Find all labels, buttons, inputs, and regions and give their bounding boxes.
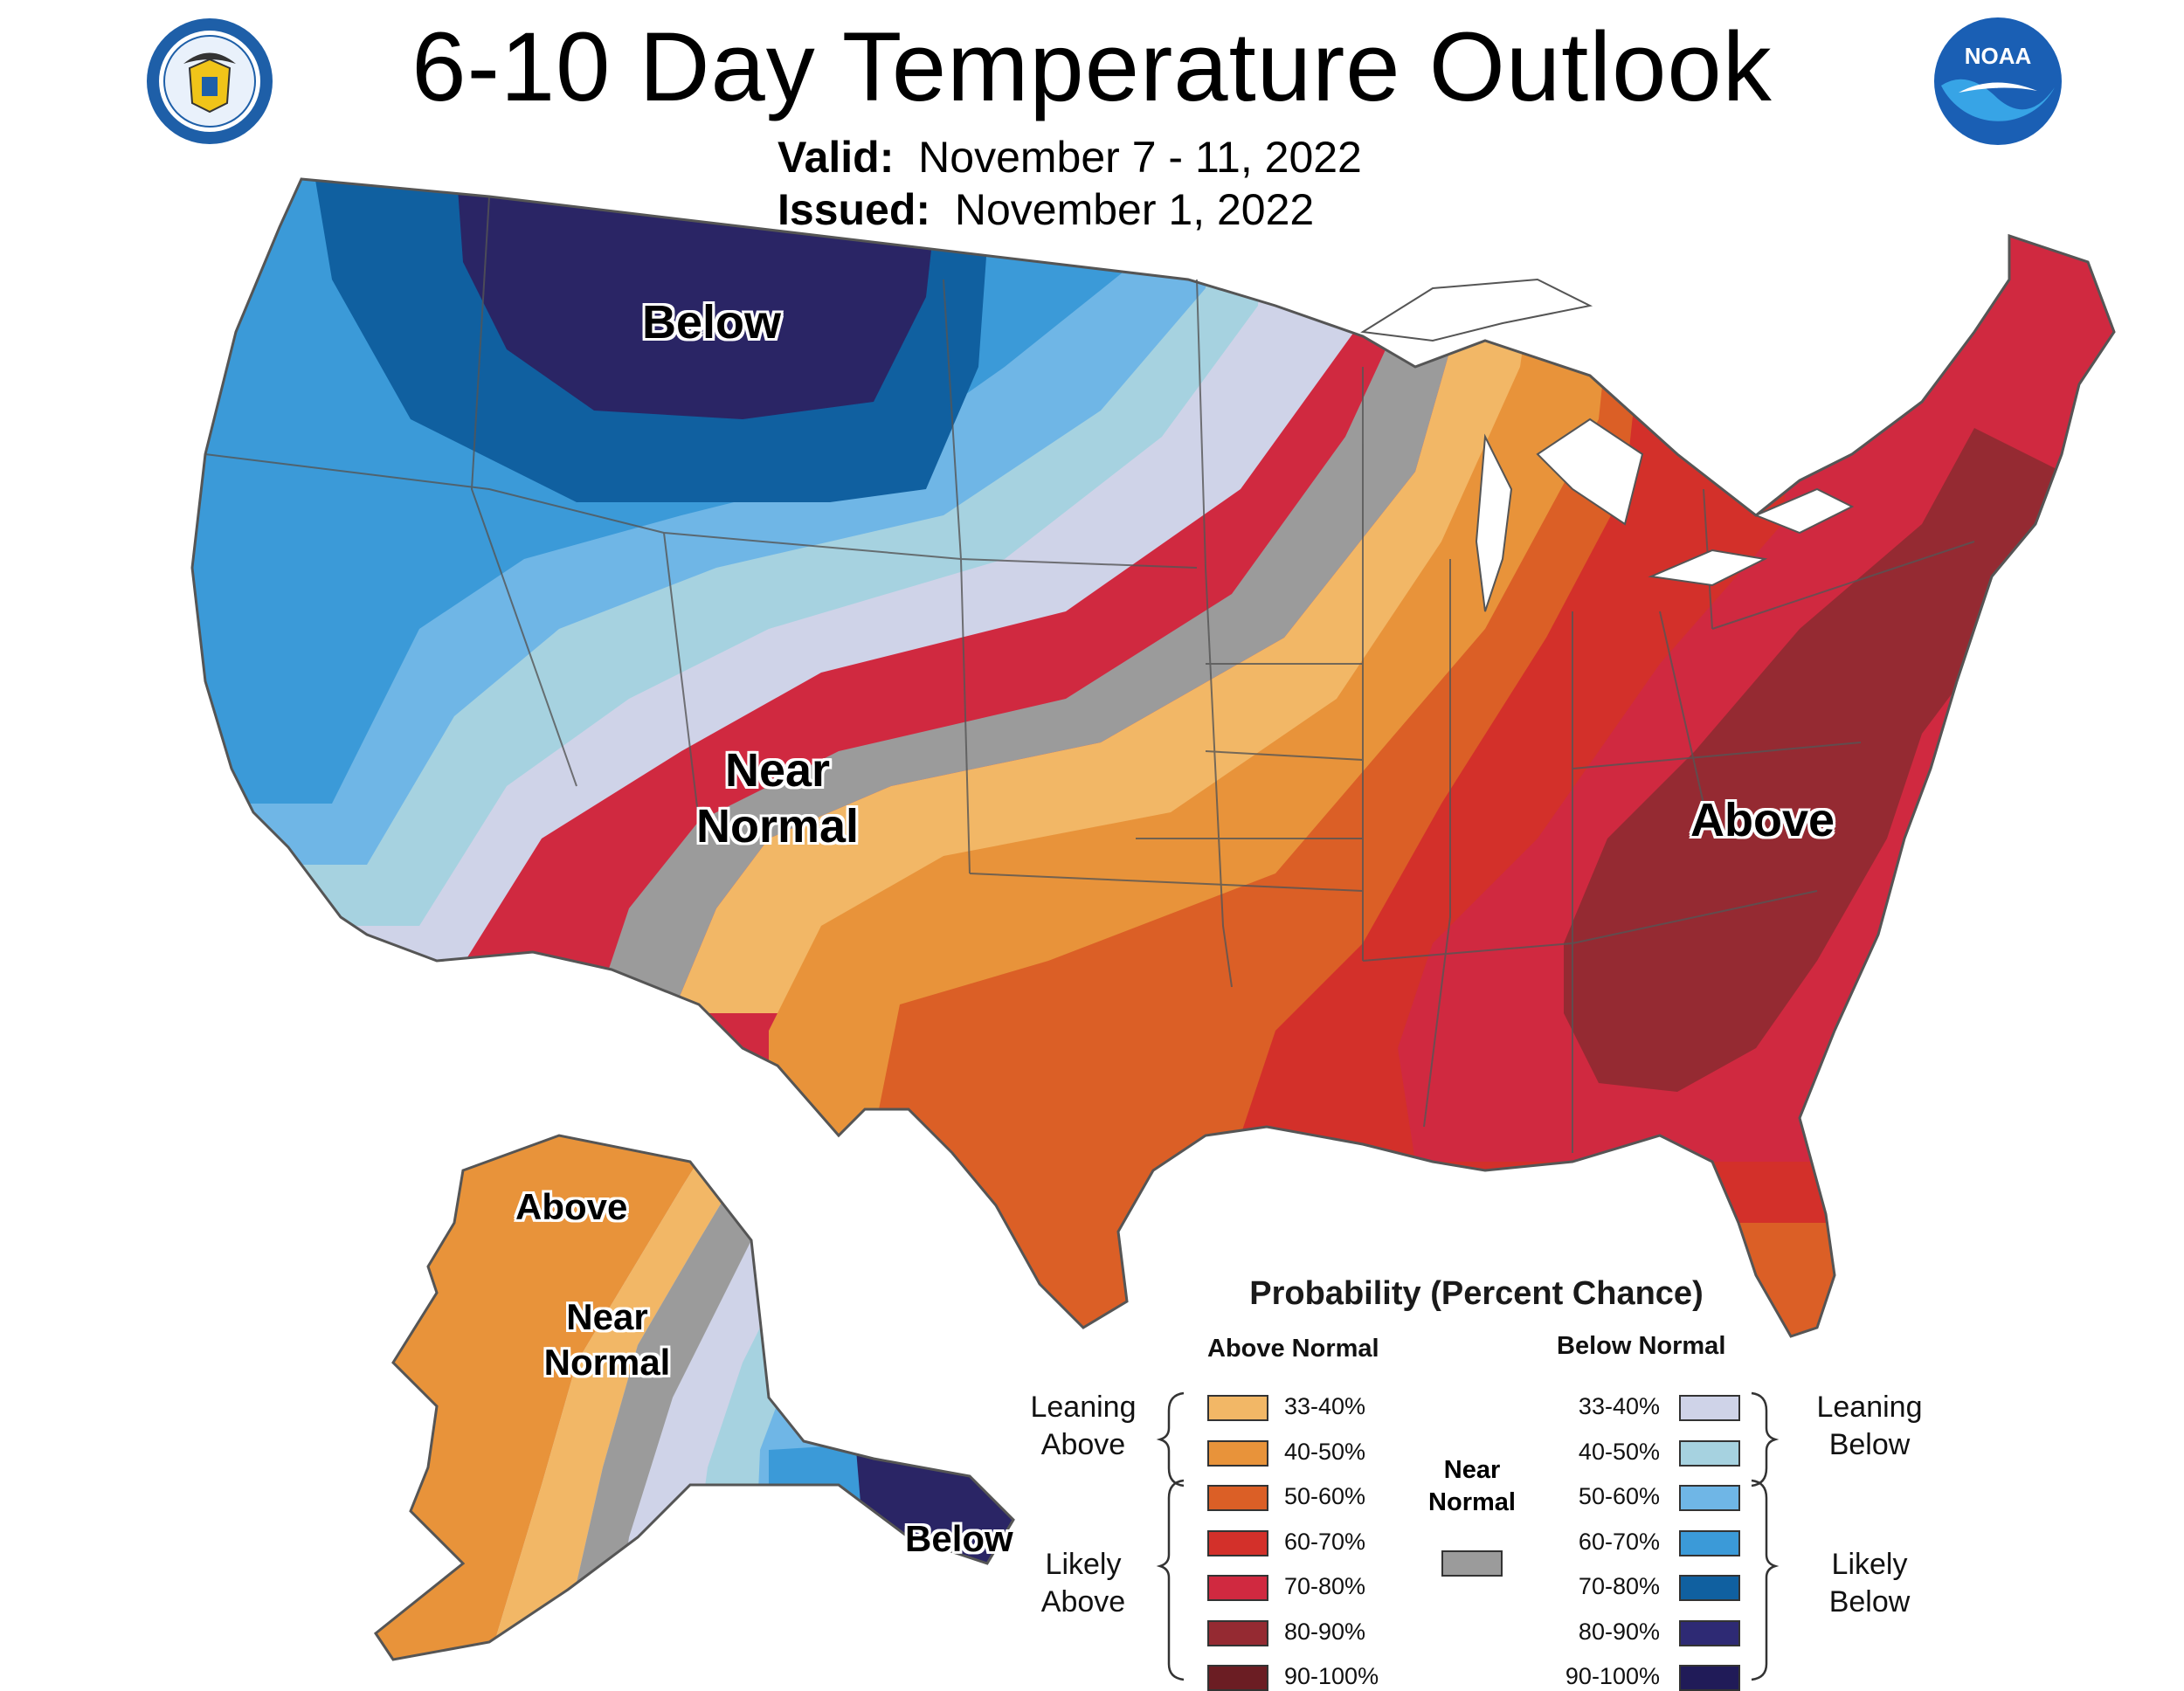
likely-below-label: Likely Below	[1791, 1546, 1948, 1621]
alaska-near-label: Near	[566, 1296, 648, 1337]
legend-near-normal-label: Near Normal	[1420, 1454, 1524, 1519]
alaska-near-normal-label: Near Normal	[537, 1294, 677, 1385]
likely-above-line2: Above	[1040, 1585, 1126, 1619]
legend-below-percent: 33-40%	[1578, 1393, 1660, 1419]
leaning-above-line2: Above	[1040, 1428, 1126, 1461]
likely-above-label: Likely Above	[1005, 1546, 1162, 1621]
near-normal-line1: Near	[1443, 1456, 1501, 1484]
leaning-below-label: Leaning Below	[1791, 1389, 1948, 1464]
valid-label: Valid:	[778, 133, 895, 182]
legend-below-swatch	[1679, 1665, 1740, 1691]
legend-below-header: Below Normal	[1557, 1332, 1726, 1360]
commerce-seal-logo	[147, 18, 273, 144]
legend-above-percent: 60-70%	[1284, 1528, 1366, 1555]
legend-above-percent: 50-60%	[1284, 1483, 1366, 1509]
legend-below-percent: 70-80%	[1578, 1573, 1660, 1599]
legend-above-swatch	[1207, 1439, 1268, 1467]
likely-above-line1: Likely	[1045, 1548, 1122, 1581]
legend-above-swatch	[1207, 1529, 1268, 1556]
legend-below-swatch	[1679, 1485, 1740, 1511]
conus-near-label: Near	[724, 744, 831, 797]
leaning-below-line2: Below	[1828, 1428, 1911, 1461]
issued-date: November 1, 2022	[954, 185, 1315, 234]
legend-below-percent: 80-90%	[1578, 1618, 1660, 1645]
conus-above-label: Above	[1690, 794, 1835, 846]
legend-above-percent: 70-80%	[1284, 1573, 1366, 1599]
legend-above-percent: 80-90%	[1284, 1618, 1366, 1645]
legend-above-swatch	[1207, 1575, 1268, 1601]
leaning-below-line1: Leaning	[1816, 1391, 1923, 1424]
svg-text:NOAA: NOAA	[1965, 43, 2032, 69]
legend-above-swatch	[1207, 1485, 1268, 1511]
noaa-logo: NOAA	[1934, 17, 2062, 145]
legend-below-swatch	[1679, 1529, 1740, 1556]
legend-below-swatch	[1679, 1439, 1740, 1467]
date-info: Valid: November 7 - 11, 2022 Issued: Nov…	[778, 131, 1362, 236]
leaning-above-label: Leaning Above	[1005, 1389, 1162, 1464]
conus-normal-label: Normal	[695, 800, 860, 852]
alaska-below-label: Below	[905, 1518, 1013, 1559]
alaska-above-label: Above	[515, 1186, 628, 1227]
legend-below-swatch	[1679, 1619, 1740, 1646]
legend-below-percent: 90-100%	[1565, 1663, 1660, 1689]
legend-below-swatch	[1679, 1395, 1740, 1421]
map-title: 6-10 Day Temperature Outlook	[411, 12, 1773, 121]
likely-below-line1: Likely	[1831, 1548, 1908, 1581]
likely-below-line2: Below	[1828, 1585, 1911, 1619]
valid-dates: November 7 - 11, 2022	[918, 133, 1362, 182]
legend-above-swatch	[1207, 1619, 1268, 1646]
leaning-above-line1: Leaning	[1030, 1391, 1137, 1424]
legend-below-swatch	[1679, 1575, 1740, 1601]
issued-label: Issued:	[778, 185, 931, 234]
legend-above-swatch	[1207, 1395, 1268, 1421]
near-normal-line2: Normal	[1428, 1488, 1516, 1516]
near-normal-swatch	[1441, 1550, 1503, 1577]
legend-above-percent: 33-40%	[1284, 1393, 1366, 1419]
alaska-normal-label: Normal	[543, 1342, 671, 1383]
legend-below-percent: 40-50%	[1578, 1438, 1660, 1465]
legend-below-percent: 50-60%	[1578, 1483, 1660, 1509]
legend-above-percent: 90-100%	[1284, 1663, 1379, 1689]
legend-above-header: Above Normal	[1207, 1335, 1379, 1363]
legend-below-percent: 60-70%	[1578, 1528, 1660, 1555]
legend-above-percent: 40-50%	[1284, 1438, 1366, 1465]
conus-below-label: Below	[642, 296, 782, 349]
legend-title: Probability (Percent Chance)	[1249, 1275, 1704, 1312]
conus-near-normal-label: Near Normal	[681, 742, 874, 854]
